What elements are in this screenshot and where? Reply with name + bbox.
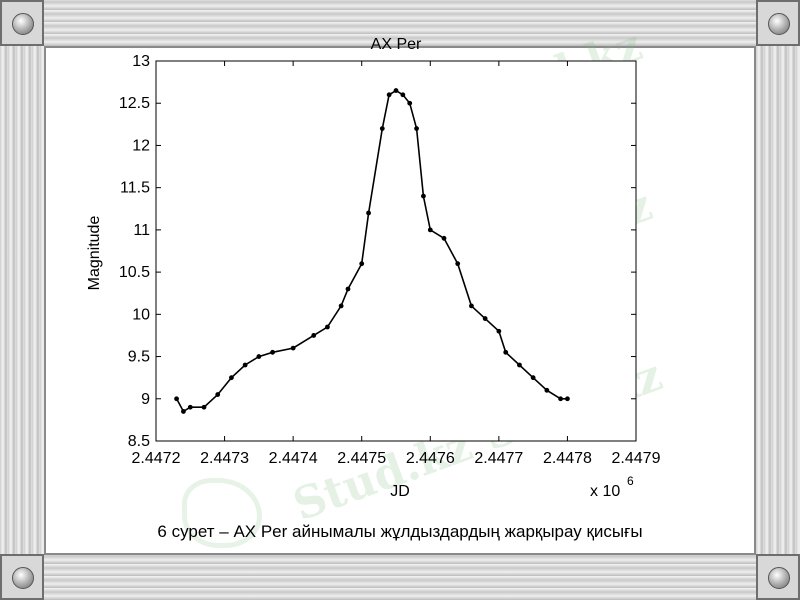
data-point — [503, 349, 509, 355]
data-point — [421, 193, 426, 199]
y-axis-label: Magnitude — [86, 216, 103, 291]
x-tick-label: 2.4479 — [612, 450, 661, 467]
data-point — [201, 404, 207, 410]
data-point — [270, 349, 275, 355]
corner-knob-icon — [768, 13, 790, 35]
x-axis-ticks: 2.4472 2.4473 2.4474 2.4475 2.4476 2.4477 2.44… — [132, 61, 661, 467]
data-point — [558, 396, 563, 402]
data-point — [565, 396, 570, 402]
frame-corner-bottom-right — [756, 554, 800, 600]
data-point — [174, 396, 179, 402]
chart-title: AX Per — [371, 36, 422, 53]
frame-bottom-bar — [0, 555, 800, 600]
data-point — [455, 261, 461, 267]
data-point — [366, 210, 371, 216]
data-point — [290, 345, 296, 351]
x-tick-label: 2.4475 — [337, 450, 386, 467]
data-point — [517, 362, 522, 368]
data-point — [427, 227, 433, 233]
y-tick-label: 9 — [141, 391, 150, 408]
y-tick-label: 10.5 — [119, 264, 150, 281]
frame-top-bar — [0, 0, 800, 46]
data-point — [482, 316, 488, 321]
frame-corner-top-right — [756, 0, 800, 46]
y-tick-label: 9.5 — [128, 349, 150, 366]
data-point — [530, 375, 536, 381]
data-point — [338, 303, 344, 309]
data-point — [187, 404, 193, 410]
watermark-bird-icon — [182, 478, 262, 548]
data-point — [379, 126, 385, 131]
x-axis-label: JD — [390, 483, 410, 500]
frame-left-bar — [0, 0, 44, 600]
data-point — [496, 328, 502, 334]
y-tick-label: 10 — [132, 306, 150, 323]
data-point — [215, 392, 221, 397]
data-point — [386, 92, 392, 98]
data-point — [469, 303, 474, 309]
data-point — [325, 324, 330, 330]
y-axis-ticks: 8.5 9 9.5 10 10.5 11 11.5 12 12.5 13 — [119, 53, 636, 450]
y-tick-label: 11 — [133, 222, 150, 239]
data-point — [441, 235, 447, 241]
plot-area — [155, 60, 637, 442]
x-tick-label: 2.4472 — [132, 450, 181, 467]
frame-right-bar — [756, 0, 800, 600]
data-point — [393, 88, 399, 93]
y-tick-label: 12 — [132, 137, 150, 154]
light-curve-series — [174, 88, 570, 414]
frame-corner-bottom-left — [0, 554, 44, 600]
data-point — [359, 261, 365, 267]
figure-caption: 6 сурет – AX Per айнымалы жұлдыздардың ж… — [157, 522, 643, 541]
corner-knob-icon — [12, 13, 34, 35]
data-point — [400, 92, 406, 98]
y-tick-label: 11.5 — [120, 180, 150, 197]
corner-knob-icon — [768, 567, 790, 589]
data-point — [181, 409, 186, 414]
data-point — [345, 286, 351, 292]
x-tick-label: 2.4478 — [543, 450, 592, 467]
corner-knob-icon — [12, 567, 34, 589]
data-point — [242, 362, 248, 368]
data-point — [544, 387, 550, 393]
x-tick-label: 2.4476 — [406, 450, 455, 467]
data-point — [407, 100, 413, 106]
x-tick-label: 2.4474 — [269, 450, 318, 467]
frame-corner-top-left — [0, 0, 44, 46]
x-axis-multiplier-exponent: 6 — [627, 474, 634, 488]
y-tick-label: 13 — [132, 53, 150, 70]
data-point — [414, 126, 419, 131]
x-axis-multiplier: x 10 — [590, 483, 620, 500]
data-point — [256, 354, 262, 359]
data-point — [229, 375, 234, 381]
y-tick-label: 8.5 — [128, 433, 150, 450]
x-tick-label: 2.4477 — [474, 450, 523, 467]
x-tick-label: 2.4473 — [200, 450, 249, 467]
data-point — [311, 333, 317, 338]
y-tick-label: 12.5 — [119, 95, 150, 112]
